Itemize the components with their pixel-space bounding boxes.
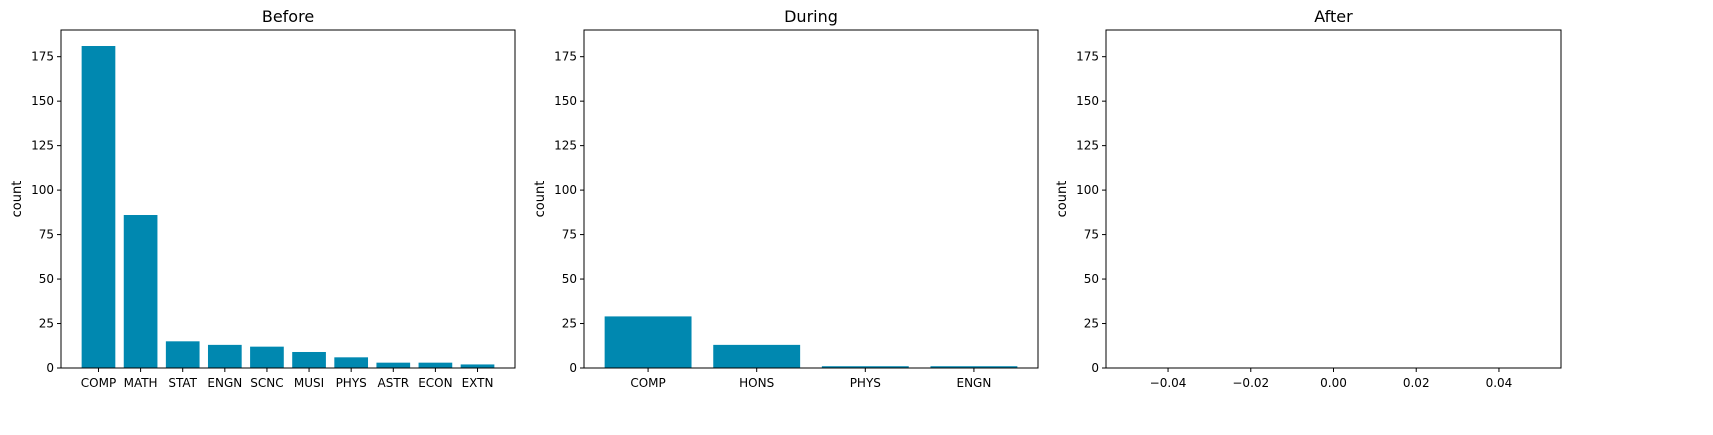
y-tick-label: 75 (562, 228, 577, 242)
x-tick-label: EXTN (462, 376, 494, 390)
y-tick-label: 175 (554, 50, 577, 64)
bar-scnc (250, 346, 284, 368)
y-tick-label: 125 (31, 139, 54, 153)
bar-comp (604, 316, 692, 368)
x-tick-label: ENGN (207, 376, 242, 390)
x-tick-label: COMP (81, 376, 116, 390)
y-tick-label: 175 (31, 50, 54, 64)
panel-title: After (1314, 7, 1353, 26)
bar-math (123, 215, 158, 368)
y-tick-label: 175 (1076, 50, 1099, 64)
bar-hons (713, 344, 801, 368)
x-tick-label: MATH (124, 376, 158, 390)
y-axis-label: count (10, 181, 25, 218)
x-tick-label: 0.00 (1320, 376, 1347, 390)
y-tick-label: 100 (554, 183, 577, 197)
y-tick-label: 50 (1084, 272, 1099, 286)
y-axis-label: count (533, 181, 548, 218)
y-tick-label: 100 (1076, 183, 1099, 197)
y-tick-label: 75 (39, 228, 54, 242)
bar-phys (821, 366, 909, 368)
plot-frame (583, 29, 1039, 369)
y-tick-label: 0 (1091, 361, 1099, 375)
y-tick-label: 0 (569, 361, 577, 375)
bar-comp (81, 46, 116, 368)
x-tick-label: 0.04 (1486, 376, 1513, 390)
y-tick-label: 25 (39, 317, 54, 331)
y-tick-label: 0 (46, 361, 54, 375)
bar-engn (207, 344, 242, 368)
bar-musi (292, 351, 326, 368)
bar-econ (418, 362, 453, 368)
bar-phys (334, 357, 369, 368)
bar-stat (165, 341, 200, 368)
x-tick-label: STAT (168, 376, 197, 390)
y-tick-label: 25 (562, 317, 577, 331)
bar-astr (376, 362, 411, 368)
y-tick-label: 25 (1084, 317, 1099, 331)
y-axis-label: count (1055, 181, 1070, 218)
x-tick-label: PHYS (850, 376, 881, 390)
x-tick-label: MUSI (294, 376, 324, 390)
x-tick-label: ECON (418, 376, 452, 390)
x-tick-label: −0.02 (1232, 376, 1269, 390)
bar-engn (930, 366, 1018, 368)
x-tick-label: COMP (630, 376, 665, 390)
x-tick-label: PHYS (336, 376, 367, 390)
x-tick-label: SCNC (250, 376, 283, 390)
y-tick-label: 100 (31, 183, 54, 197)
x-tick-label: ASTR (378, 376, 410, 390)
y-tick-label: 125 (554, 139, 577, 153)
y-tick-label: 150 (31, 94, 54, 108)
bar-extn (460, 364, 495, 368)
plot-frame (1105, 29, 1562, 369)
x-tick-label: ENGN (956, 376, 991, 390)
x-tick-label: −0.04 (1150, 376, 1187, 390)
y-tick-label: 150 (1076, 94, 1099, 108)
x-tick-label: HONS (739, 376, 774, 390)
y-tick-label: 125 (1076, 139, 1099, 153)
y-tick-label: 50 (39, 272, 54, 286)
y-tick-label: 50 (562, 272, 577, 286)
x-tick-label: 0.02 (1403, 376, 1430, 390)
plot-frame (60, 29, 516, 369)
y-tick-label: 75 (1084, 228, 1099, 242)
panel-title: During (784, 7, 838, 26)
panel-title: Before (262, 7, 314, 26)
y-tick-label: 150 (554, 94, 577, 108)
